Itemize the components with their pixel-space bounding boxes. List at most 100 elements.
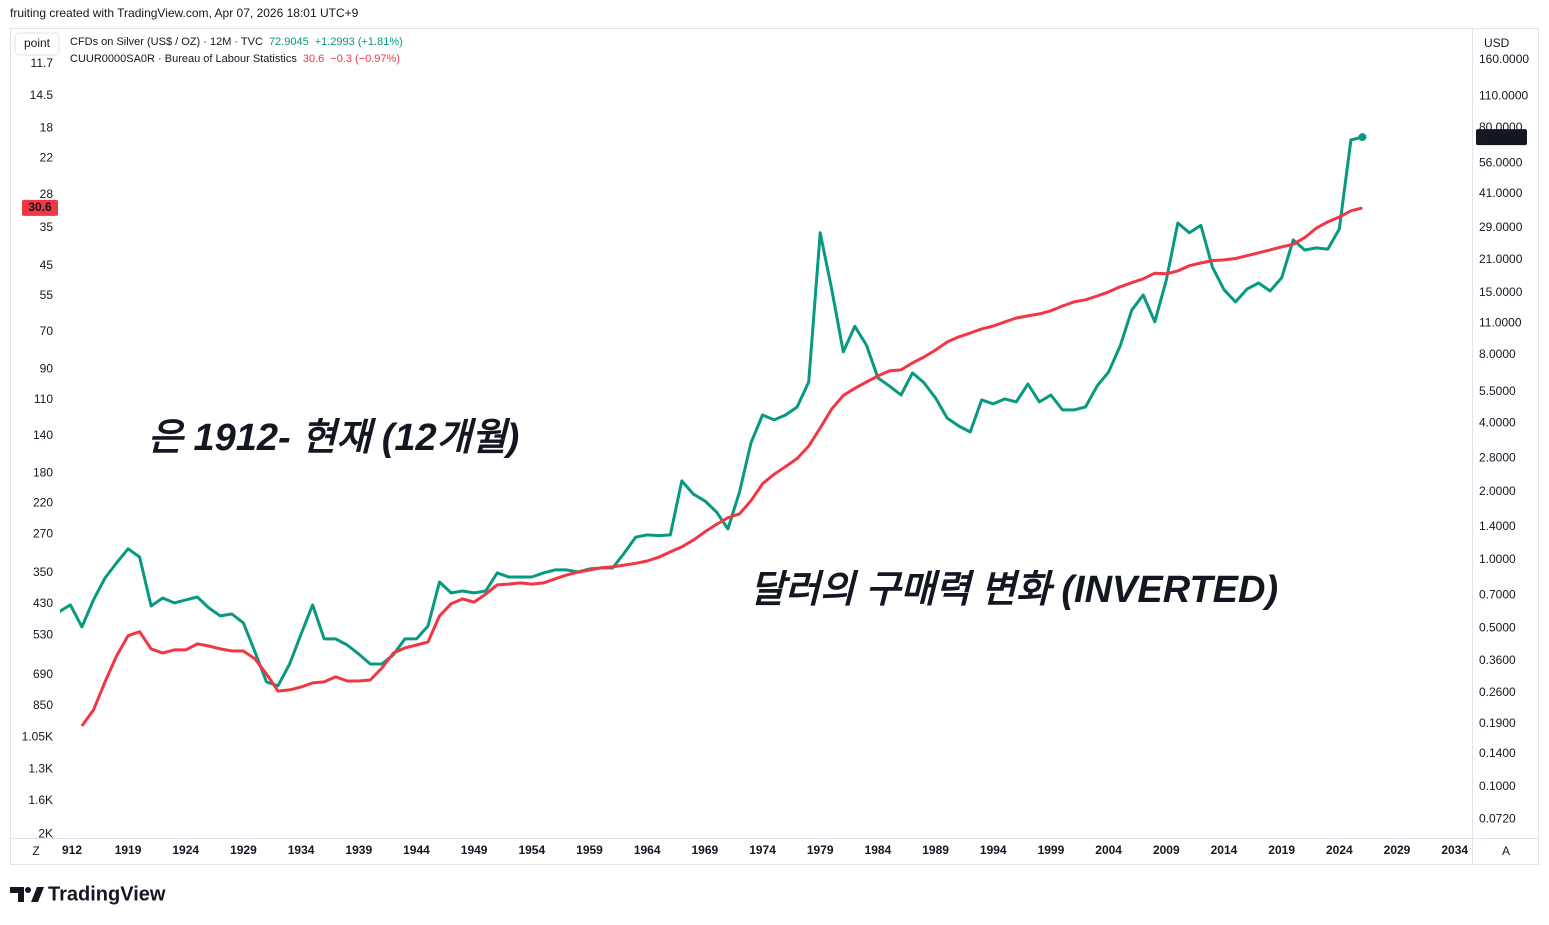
y-tick-label: 45 [40,258,54,272]
price-badge-label: 72.9045 [1479,129,1523,143]
series-line [80,206,1363,727]
logo-icon [25,887,31,893]
x-tick-label: 1944 [403,843,430,857]
x-tick-label: 1934 [288,843,315,857]
y2-tick-label: 0.2600 [1479,685,1516,699]
annotation: 은 1912- 현재 (12개월) [148,417,519,459]
y2-tick-label: 29.0000 [1479,220,1523,234]
plot [60,135,1363,727]
y2-tick-label: 8.0000 [1479,347,1516,361]
y2-tick-label: 0.1000 [1479,779,1516,793]
y-tick-label: 18 [40,121,54,135]
last-point [1358,133,1367,142]
legend-name: CUUR0000SA0R · Bureau of Labour Statisti… [70,53,297,65]
y2-tick-label: 5.5000 [1479,384,1516,398]
legend-value: 72.9045 [269,36,309,48]
right-button[interactable]: A [1502,844,1510,858]
x-tick-label: 1939 [345,843,372,857]
y2-tick-label: 2.8000 [1479,451,1516,465]
x-tick-label: 2014 [1211,843,1238,857]
y-tick-label: 14.5 [30,88,54,102]
x-tick-label: 1929 [230,843,257,857]
scale-button[interactable] [14,32,60,56]
x-tick-label: 1974 [749,843,776,857]
x-tick-label: 1984 [865,843,892,857]
y-tick-label: 220 [33,496,53,510]
y-tick-label: 70 [40,324,54,338]
y-tick-label: 35 [40,220,54,234]
y-tick-label: 530 [33,627,53,641]
x-tick-label: 2034 [1441,843,1468,857]
y-tick-label: 140 [33,428,53,442]
y2-tick-label: 110.0000 [1479,89,1528,103]
y2-tick-label: 0.1900 [1479,716,1516,730]
price-badge [22,199,58,216]
y2-tick-label: 0.1400 [1479,746,1516,760]
y-tick-label: 180 [33,466,53,480]
y-tick-label: 430 [33,596,53,610]
y2-tick-label: 0.3600 [1479,653,1516,667]
x-tick-label: 1999 [1038,843,1065,857]
y-tick-label: 90 [40,362,54,376]
y-tick-label: 1.05K [22,730,53,744]
y-tick-label: 2K [38,826,53,840]
legend-name: CFDs on Silver (US$ / OZ) · 12M · TVC [70,36,263,48]
series-line [60,135,1363,688]
y-tick-label: 11.7 [31,56,54,70]
y-tick-label: 1.6K [28,793,53,807]
y-tick-label: 28 [40,187,54,201]
x-tick-label: 1989 [922,843,949,857]
y2-tick-label: 160.0000 [1479,52,1529,66]
x-tick-label: 2004 [1095,843,1122,857]
x-tick-label: 2024 [1326,843,1353,857]
legend-value: 30.6 [303,53,324,65]
y2-tick-label: 41.0000 [1479,186,1523,200]
x-tick-label: 1924 [172,843,199,857]
x-tick-label: 1959 [576,843,603,857]
price-badge-label: 30.6 [28,200,52,214]
y-tick-label: 270 [33,526,53,540]
x-tick-label: 912 [62,843,82,857]
x-tick-label: 2029 [1384,843,1411,857]
y2-tick-label: 2.0000 [1479,484,1516,498]
y2-tick-label: 56.0000 [1479,155,1523,169]
logo-icon [31,887,44,902]
left-button[interactable]: Z [32,844,39,858]
annotation: 달러의 구매력 변화 (INVERTED) [750,569,1278,611]
y2-tick-label: 21.0000 [1479,252,1523,266]
y2-tick-label: 15.0000 [1479,285,1523,299]
legend-change: +1.2993 (+1.81%) [315,36,403,48]
y2-tick-label: 1.0000 [1479,552,1516,566]
x-tick-label: 1954 [518,843,545,857]
logo-text: TradingView [48,883,166,905]
y2-tick-label: 1.4000 [1479,519,1516,533]
y-tick-label: 850 [33,698,53,712]
y-tick-label: 350 [33,565,53,579]
legend-entry: CUUR0000SA0R · Bureau of Labour Statisti… [70,53,400,65]
y-tick-label: 690 [33,667,53,681]
x-tick-label: 1969 [692,843,719,857]
x-tick-label: 1919 [115,843,142,857]
y-tick-label: 22 [40,151,54,165]
x-tick-label: 2009 [1153,843,1180,857]
price-badge [1476,129,1527,146]
logo: TradingView [10,883,166,905]
y2-tick-label: 11.0000 [1479,316,1522,330]
y-tick-label: 55 [40,288,54,302]
x-tick-label: 1979 [807,843,834,857]
legend-change: −0.3 (−0.97%) [330,53,400,65]
credit: fruiting created with TradingView.com, A… [10,6,359,20]
x-tick-label: 1949 [461,843,488,857]
x-tick-label: 2019 [1268,843,1295,857]
currency-label: USD [1484,36,1510,50]
y2-tick-label: 0.0720 [1479,812,1516,826]
panel-border [10,28,1539,865]
logo-icon [10,887,24,902]
y2-tick-label: 0.5000 [1479,620,1516,634]
x-tick-label: 1994 [980,843,1007,857]
y2-tick-label: 4.0000 [1479,415,1516,429]
y-tick-label: 110 [34,392,53,406]
x-tick-label: 1964 [634,843,661,857]
scale-button-label[interactable]: point [24,36,51,50]
